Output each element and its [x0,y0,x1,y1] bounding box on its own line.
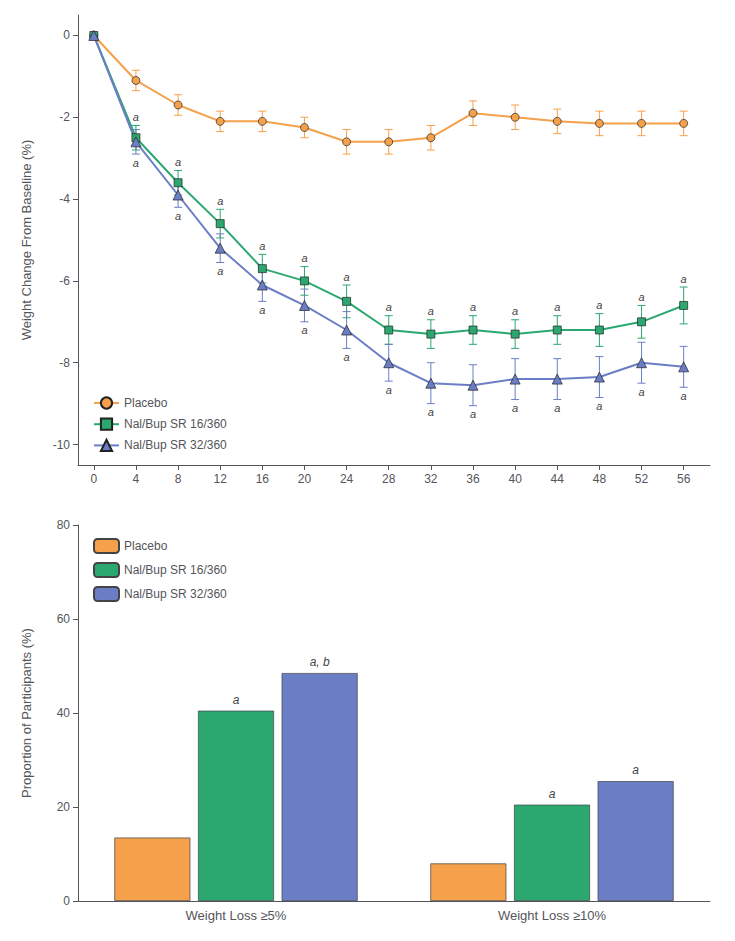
svg-text:Weight Change From Baseline (%: Weight Change From Baseline (%) [19,140,34,341]
svg-text:52: 52 [635,472,649,486]
svg-text:a: a [344,271,350,283]
svg-text:20: 20 [298,472,312,486]
svg-text:40: 40 [508,472,522,486]
svg-text:Nal/Bup SR 16/360: Nal/Bup SR 16/360 [124,417,227,431]
svg-text:Placebo: Placebo [124,396,168,410]
svg-text:a: a [175,210,181,222]
svg-text:36: 36 [466,472,480,486]
svg-text:44: 44 [551,472,565,486]
svg-text:a: a [549,787,556,801]
svg-text:a: a [681,390,687,402]
svg-text:a: a [344,351,350,363]
svg-text:Weight Loss ≥5%: Weight Loss ≥5% [186,908,287,923]
svg-text:a: a [386,301,392,313]
svg-text:4: 4 [133,472,140,486]
svg-text:a: a [133,157,139,169]
svg-text:40: 40 [57,706,71,720]
svg-text:a: a [470,408,476,420]
svg-text:Weight Loss ≥10%: Weight Loss ≥10% [498,908,607,923]
svg-text:a: a [259,240,265,252]
svg-text:a: a [638,291,644,303]
svg-text:a: a [301,252,307,264]
svg-text:-2: -2 [59,110,70,124]
svg-text:a: a [681,273,687,285]
svg-text:48: 48 [593,472,607,486]
svg-text:a: a [554,402,560,414]
svg-text:-10: -10 [53,438,71,452]
svg-text:a: a [632,763,639,777]
svg-text:0: 0 [90,472,97,486]
svg-text:12: 12 [214,472,228,486]
svg-text:60: 60 [57,612,71,626]
svg-text:0: 0 [63,894,70,908]
svg-text:Nal/Bup SR 32/360: Nal/Bup SR 32/360 [124,587,227,601]
svg-text:-8: -8 [59,356,70,370]
svg-text:-4: -4 [59,192,70,206]
svg-text:a: a [233,693,240,707]
svg-text:a: a [259,304,265,316]
svg-text:a: a [217,195,223,207]
svg-text:16: 16 [256,472,270,486]
svg-text:a: a [175,156,181,168]
svg-text:80: 80 [57,518,71,532]
svg-text:Placebo: Placebo [124,539,168,553]
svg-text:Nal/Bup SR 16/360: Nal/Bup SR 16/360 [124,563,227,577]
svg-text:a: a [470,301,476,313]
svg-text:a: a [428,406,434,418]
svg-text:20: 20 [57,800,71,814]
svg-text:a: a [512,305,518,317]
svg-text:a: a [386,384,392,396]
svg-text:a: a [554,301,560,313]
svg-text:24: 24 [340,472,354,486]
svg-text:a: a [217,265,223,277]
svg-text:a: a [133,111,139,123]
svg-text:a: a [301,324,307,336]
svg-text:a: a [596,400,602,412]
svg-text:a: a [428,305,434,317]
svg-text:56: 56 [677,472,691,486]
svg-text:Proportion of Participants (%): Proportion of Participants (%) [19,628,34,798]
svg-text:32: 32 [424,472,438,486]
svg-text:8: 8 [175,472,182,486]
svg-text:0: 0 [63,28,70,42]
svg-text:a, b: a, b [310,655,330,669]
svg-text:a: a [512,402,518,414]
svg-text:a: a [638,386,644,398]
svg-text:-6: -6 [59,274,70,288]
svg-text:Nal/Bup SR 32/360: Nal/Bup SR 32/360 [124,438,227,452]
svg-text:28: 28 [382,472,396,486]
svg-text:a: a [596,299,602,311]
